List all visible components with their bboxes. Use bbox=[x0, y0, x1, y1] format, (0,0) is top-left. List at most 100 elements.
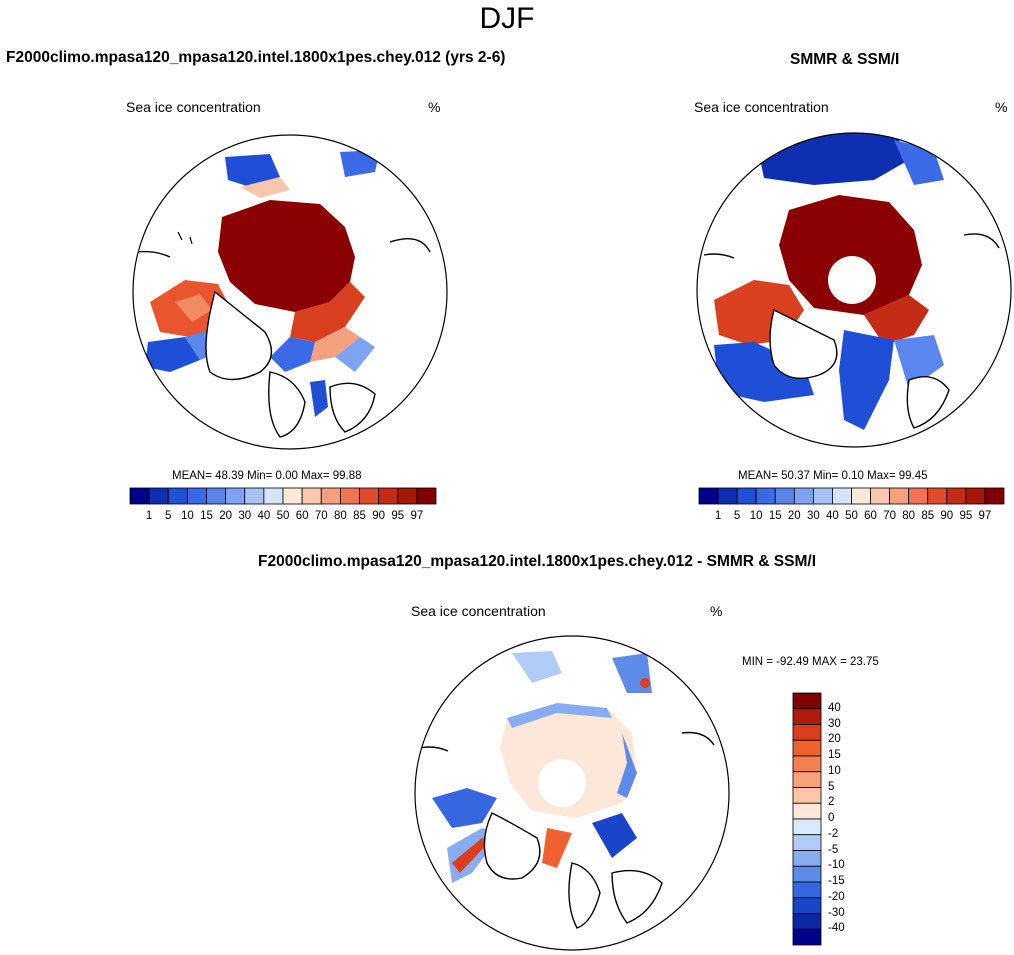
colorbar-tick-label: 10 bbox=[749, 510, 763, 522]
colorbar-tick-label: -15 bbox=[828, 875, 845, 887]
colorbar-swatch bbox=[167, 487, 188, 505]
colorbar-tick-label: 95 bbox=[391, 510, 405, 522]
colorbar-tick-label: -5 bbox=[828, 843, 839, 856]
colorbar-tick-label: 50 bbox=[845, 510, 858, 522]
colorbar-swatch bbox=[851, 487, 871, 505]
panel-1-stats: MEAN= 48.39 Min= 0.00 Max= 99.88 bbox=[172, 470, 362, 482]
colorbar-swatch bbox=[736, 487, 757, 505]
colorbar-tick-label: 80 bbox=[333, 510, 347, 522]
colorbar-tick-label: 90 bbox=[372, 510, 386, 522]
panel-2-title: SMMR & SSM/I bbox=[790, 51, 900, 68]
colorbar-tick-label: 60 bbox=[864, 510, 877, 522]
colorbar-swatch bbox=[870, 487, 891, 505]
colorbar-tick-label: 0 bbox=[828, 812, 835, 824]
colorbar-tick-label: 10 bbox=[180, 510, 194, 522]
colorbar-swatch bbox=[320, 487, 341, 505]
colorbar-swatch bbox=[416, 487, 437, 505]
colorbar-tick-label: -20 bbox=[828, 890, 845, 903]
colorbar-swatch bbox=[129, 487, 150, 505]
colorbar-tick-label: 5 bbox=[733, 510, 741, 522]
colorbar-tick-label: 40 bbox=[826, 510, 839, 522]
panel-3-colorbar bbox=[792, 692, 822, 946]
colorbar-tick-label: 20 bbox=[787, 510, 801, 522]
colorbar-swatch bbox=[792, 818, 822, 836]
colorbar-swatch bbox=[792, 771, 822, 788]
colorbar-tick-label: 5 bbox=[165, 510, 172, 522]
panel-3-units-label: % bbox=[710, 603, 723, 619]
panel-1-colorbar-labels: 1 5 10 15 20 30 40 50 60 70 80 85 90 95 97 bbox=[130, 510, 436, 526]
colorbar-tick-label: 1 bbox=[145, 510, 153, 522]
figure-title: DJF bbox=[479, 2, 535, 35]
panel-1-title: F2000climo.mpasa120_mpasa120.intel.1800x… bbox=[6, 49, 506, 66]
colorbar-tick-label: 20 bbox=[219, 510, 233, 522]
panel-2-colorbar bbox=[698, 487, 1005, 505]
colorbar-swatch bbox=[774, 487, 795, 505]
colorbar-swatch bbox=[889, 487, 910, 505]
colorbar-tick-label: 15 bbox=[828, 749, 841, 761]
colorbar-tick-label: 70 bbox=[314, 510, 328, 522]
colorbar-tick-label: 95 bbox=[959, 510, 973, 522]
colorbar-tick-label: 5 bbox=[828, 780, 835, 793]
colorbar-tick-label: 80 bbox=[902, 510, 916, 522]
panel-1-variable-label: Sea ice concentration bbox=[126, 99, 261, 115]
panel-3-map bbox=[414, 635, 730, 951]
colorbar-tick-label: 15 bbox=[768, 510, 782, 522]
colorbar-swatch bbox=[792, 755, 822, 773]
colorbar-swatch bbox=[832, 487, 852, 505]
colorbar-swatch bbox=[792, 708, 822, 725]
colorbar-tick-label: -2 bbox=[828, 827, 839, 840]
colorbar-tick-label: 90 bbox=[940, 510, 954, 522]
colorbar-tick-label: 85 bbox=[921, 510, 935, 522]
colorbar-swatch bbox=[282, 487, 303, 505]
colorbar-swatch bbox=[359, 487, 380, 505]
panel-1-map bbox=[132, 134, 448, 450]
colorbar-swatch bbox=[792, 787, 822, 804]
colorbar-swatch bbox=[792, 724, 822, 741]
colorbar-swatch bbox=[965, 487, 986, 505]
colorbar-swatch bbox=[812, 487, 833, 505]
colorbar-swatch bbox=[148, 487, 169, 505]
colorbar-swatch bbox=[792, 928, 822, 946]
colorbar-swatch bbox=[792, 865, 822, 883]
panel-1-colorbar bbox=[129, 487, 437, 505]
colorbar-swatch bbox=[378, 487, 399, 505]
colorbar-tick-label: 85 bbox=[353, 510, 366, 522]
colorbar-swatch bbox=[946, 487, 967, 505]
colorbar-swatch bbox=[301, 487, 322, 505]
colorbar-tick-label: 1 bbox=[714, 510, 722, 522]
colorbar-swatch bbox=[698, 487, 719, 505]
colorbar-swatch bbox=[263, 487, 284, 505]
colorbar-tick-label: 30 bbox=[828, 717, 841, 730]
colorbar-tick-label: -30 bbox=[828, 906, 845, 919]
colorbar-swatch bbox=[717, 487, 738, 505]
colorbar-tick-label: 40 bbox=[828, 701, 841, 714]
panel-2-map bbox=[696, 132, 1012, 448]
panel-3-title: F2000climo.mpasa120_mpasa120.intel.1800x… bbox=[258, 553, 816, 570]
colorbar-swatch bbox=[984, 487, 1005, 505]
colorbar-tick-label: 97 bbox=[978, 510, 992, 522]
colorbar-swatch bbox=[792, 897, 822, 914]
colorbar-swatch bbox=[755, 487, 776, 505]
colorbar-swatch bbox=[186, 487, 207, 505]
colorbar-swatch bbox=[792, 739, 822, 757]
colorbar-tick-label: 40 bbox=[257, 510, 271, 522]
colorbar-tick-label: 15 bbox=[200, 510, 213, 522]
colorbar-tick-label: 97 bbox=[410, 510, 424, 522]
panel-2-variable-label: Sea ice concentration bbox=[694, 99, 829, 115]
colorbar-swatch bbox=[792, 692, 822, 710]
colorbar-swatch bbox=[927, 487, 948, 505]
colorbar-tick-label: 10 bbox=[828, 764, 841, 777]
panel-1-units-label: % bbox=[428, 99, 441, 115]
colorbar-swatch bbox=[339, 487, 360, 505]
colorbar-swatch bbox=[792, 834, 822, 851]
colorbar-tick-label: -40 bbox=[828, 922, 845, 935]
colorbar-tick-label: 30 bbox=[806, 510, 820, 522]
colorbar-tick-label: 70 bbox=[883, 510, 897, 522]
colorbar-tick-label: 20 bbox=[828, 733, 841, 746]
colorbar-swatch bbox=[792, 850, 822, 867]
colorbar-swatch bbox=[206, 487, 227, 505]
colorbar-swatch bbox=[792, 881, 822, 899]
panel-2-units-label: % bbox=[995, 99, 1008, 115]
panel-2-colorbar-labels: 1 5 10 15 20 30 40 50 60 70 80 85 90 95 97 bbox=[699, 510, 1004, 526]
colorbar-swatch bbox=[908, 487, 929, 505]
